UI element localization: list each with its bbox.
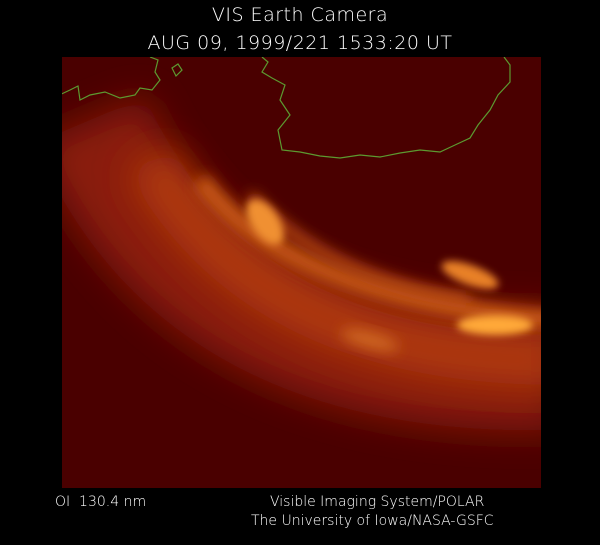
timestamp: AUG 09, 1999/221 1533:20 UT xyxy=(147,32,453,54)
aurora-arc xyxy=(192,174,541,328)
title: VIS Earth Camera xyxy=(211,4,389,26)
aurora-spot xyxy=(246,199,284,245)
aurora-band xyxy=(128,147,541,385)
aurora-spot xyxy=(441,261,499,289)
aurora-spot xyxy=(457,315,533,335)
aurora xyxy=(62,57,541,431)
aurora-spot xyxy=(340,329,400,351)
credit: The University of Iowa/NASA-GSFC xyxy=(251,513,494,529)
instrument: Visible Imaging System/POLAR xyxy=(270,494,485,510)
wavelength: OI 130.4 nm xyxy=(55,494,147,510)
coastline xyxy=(62,57,511,159)
